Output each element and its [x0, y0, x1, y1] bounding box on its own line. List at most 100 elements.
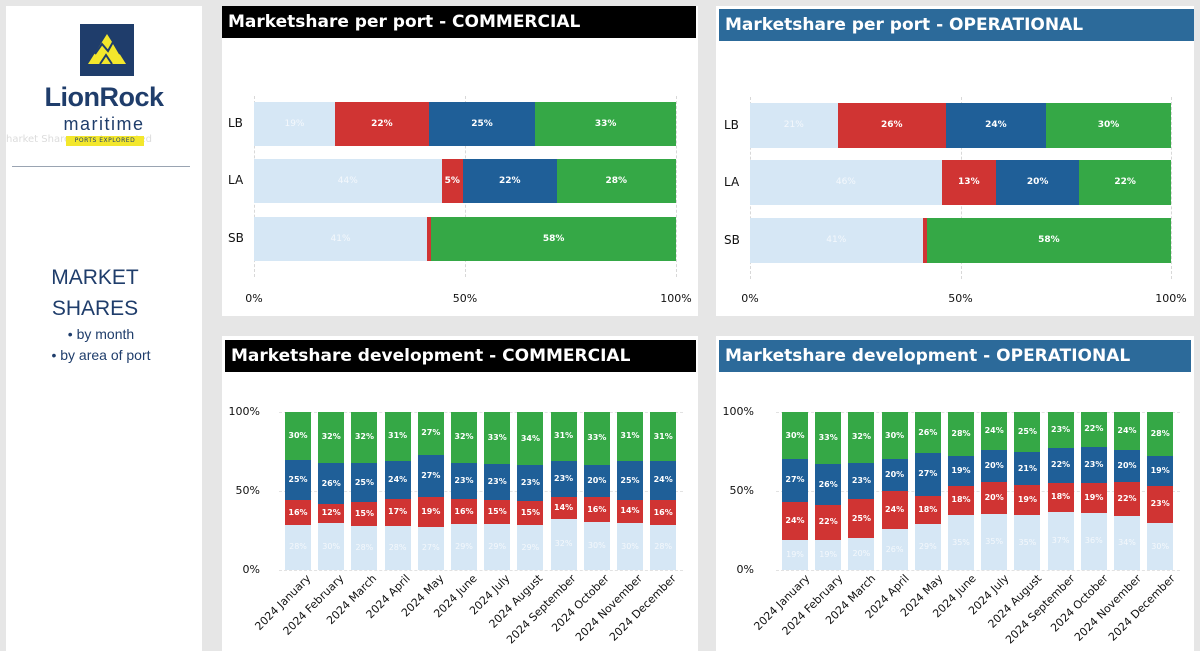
- bar-segment: 44%: [254, 159, 442, 203]
- month-label: 2024 January: [252, 572, 314, 633]
- panel-ports-operational: Marketshare per port - OPERATIONAL 0% 50%…: [716, 6, 1194, 316]
- bar-segment: 20%: [981, 450, 1008, 483]
- bar-segment: 22%: [1080, 412, 1107, 447]
- gridline: [1171, 97, 1172, 279]
- bar-segment: 17%: [384, 498, 411, 526]
- bar-segment: 24%: [881, 491, 908, 529]
- panel-dev-operational: Marketshare development - OPERATIONAL 10…: [716, 336, 1194, 651]
- bar-segment: 12%: [318, 503, 345, 523]
- sub-by-month: • by month: [67, 326, 135, 342]
- bar-segment: 23%: [517, 465, 544, 502]
- panel-title: Marketshare development - OPERATIONAL: [719, 340, 1191, 372]
- bar-segment: 33%: [815, 412, 842, 465]
- bar-segment: 16%: [583, 496, 610, 523]
- gridline: [279, 570, 684, 571]
- panel-title: Marketshare per port - OPERATIONAL: [719, 9, 1194, 41]
- bar-segment: 24%: [945, 103, 1046, 148]
- bar-segment: 22%: [1114, 481, 1140, 517]
- panel-title: Marketshare per port - COMMERCIAL: [222, 6, 696, 38]
- bar-segment: 24%: [384, 460, 411, 499]
- bar-segment: 29%: [517, 524, 544, 570]
- bar-segment: 16%: [285, 499, 311, 526]
- bar-segment: [922, 218, 927, 263]
- bar-segment: 30%: [782, 412, 808, 460]
- bar-segment: 23%: [1047, 412, 1074, 449]
- bar-segment: 15%: [517, 501, 544, 525]
- bar-segment: 23%: [1080, 446, 1107, 484]
- bar-segment: 5%: [441, 159, 463, 203]
- bar-segment: 28%: [650, 525, 677, 570]
- bar-segment: 30%: [617, 522, 643, 570]
- bar-segment: 16%: [451, 498, 477, 525]
- bar-segment: 19%: [1080, 483, 1107, 514]
- bar-segment: 26%: [914, 412, 941, 454]
- bar-segment: 20%: [848, 538, 875, 570]
- bar-segment: 30%: [318, 522, 345, 570]
- sub-by-area: • by area of port: [51, 347, 151, 363]
- bar-segment: 41%: [254, 217, 428, 261]
- bar-segment: 33%: [484, 412, 511, 465]
- bar-segment: 24%: [981, 412, 1008, 451]
- bar-segment: 18%: [914, 495, 941, 525]
- bar-segment: 28%: [948, 412, 974, 457]
- gridline: [776, 570, 1181, 571]
- title-line1: MARKET: [51, 266, 139, 289]
- bar-segment: 58%: [926, 218, 1171, 263]
- bar-segment: 31%: [617, 412, 643, 461]
- bar-segment: 23%: [550, 460, 577, 498]
- category-label: LA: [724, 174, 740, 189]
- bar-segment: 35%: [981, 514, 1008, 570]
- bar-segment: 30%: [583, 522, 610, 570]
- bar-segment: 22%: [1047, 448, 1074, 484]
- gridline: [676, 96, 677, 277]
- bar-segment: 27%: [914, 453, 941, 496]
- x-tick-label: 50%: [452, 292, 478, 305]
- bar-segment: 23%: [848, 462, 875, 499]
- bar-segment: 28%: [1147, 412, 1174, 457]
- bar-segment: 21%: [1014, 451, 1041, 485]
- bar-segment: 25%: [285, 459, 311, 500]
- bar-segment: 29%: [484, 524, 511, 570]
- bar-segment: 25%: [1014, 412, 1041, 452]
- category-label: SB: [724, 232, 740, 247]
- bar-segment: 25%: [351, 462, 378, 503]
- bar-segment: 28%: [351, 525, 378, 570]
- bar-segment: 29%: [451, 524, 477, 570]
- bar-segment: 26%: [837, 103, 946, 148]
- bar-segment: 21%: [750, 103, 838, 148]
- bar-segment: 26%: [318, 462, 345, 504]
- bar-segment: 29%: [914, 524, 941, 570]
- bar-segment: 34%: [517, 412, 544, 466]
- month-label: 2024 January: [751, 572, 813, 633]
- y-tick-label: 50%: [729, 484, 754, 497]
- bar-segment: 37%: [1047, 511, 1074, 570]
- category-label: LB: [228, 116, 243, 130]
- divider: [12, 166, 190, 167]
- bar-segment: 19%: [815, 539, 842, 570]
- bar-segment: 32%: [351, 412, 378, 463]
- bar-segment: 30%: [881, 412, 908, 460]
- bar-segment: 35%: [948, 514, 974, 570]
- bar-segment: 24%: [650, 461, 677, 500]
- bar-segment: 25%: [428, 102, 536, 146]
- panel-ports-commercial: Marketshare per port - COMMERCIAL 0% 50% 1…: [222, 6, 698, 316]
- bar-segment: 16%: [650, 499, 677, 526]
- bar-segment: 15%: [484, 500, 511, 525]
- bar-segment: 28%: [556, 159, 676, 203]
- bar-segment: 32%: [451, 412, 477, 463]
- brand-name: LionRock: [44, 82, 164, 112]
- brand-sub: maritime: [63, 114, 145, 134]
- bar-segment: 23%: [484, 464, 511, 501]
- bar-segment: 31%: [384, 412, 411, 461]
- x-tick-label: 100%: [1155, 292, 1187, 305]
- bar-segment: 26%: [881, 528, 908, 570]
- panel-dev-commercial: Marketshare development - COMMERCIAL 100…: [222, 336, 698, 651]
- bar-segment: 30%: [1147, 522, 1174, 570]
- bar-segment: 20%: [583, 464, 610, 497]
- bar-segment: 13%: [941, 160, 996, 205]
- bar-segment: 25%: [848, 498, 875, 539]
- y-tick-label: 0%: [736, 563, 754, 576]
- gridline: [776, 491, 1181, 492]
- y-tick-label: 100%: [228, 405, 260, 418]
- bar-segment: 14%: [617, 500, 643, 523]
